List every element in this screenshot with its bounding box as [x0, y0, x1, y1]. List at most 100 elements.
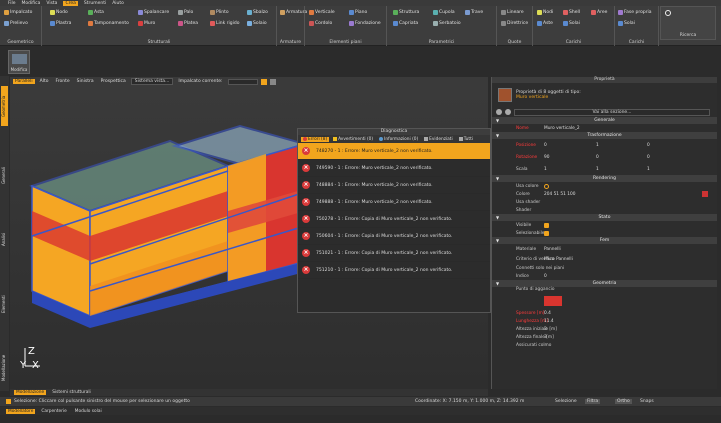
tab-analisi[interactable]: Analisi	[1, 232, 6, 246]
tab-all[interactable]: Tutti	[457, 137, 475, 142]
tab-carpenterie[interactable]: Carpenterie	[41, 408, 67, 414]
cupola-button[interactable]: Cupola	[433, 10, 455, 15]
tab-elementi[interactable]: Elementi	[1, 295, 6, 313]
snap-toggle-icon[interactable]	[260, 78, 267, 85]
section-geometria[interactable]: ▼ Geometria	[492, 280, 717, 287]
section-stato[interactable]: ▼ Stato	[492, 214, 717, 221]
view-sinistra[interactable]: Sinistra	[76, 79, 94, 84]
lineare-button[interactable]: Lineare	[501, 10, 524, 15]
filtra-button[interactable]: Filtra	[585, 399, 601, 404]
posizione-y[interactable]: 1	[596, 142, 599, 148]
scala-z[interactable]: 1	[647, 166, 650, 172]
diagnostic-row[interactable]: × 750278 - 1 : Errore: Copia di Muro vert…	[298, 211, 490, 228]
section-generale[interactable]: ▼ Generale	[492, 117, 717, 124]
scala-x[interactable]: 1	[544, 166, 547, 172]
posizione-x[interactable]: 0	[544, 142, 547, 148]
tab-highlighted[interactable]: Evidenziati	[422, 137, 455, 142]
color-swatch[interactable]	[702, 191, 708, 197]
view-paralleli[interactable]: Paralleli	[13, 79, 35, 84]
carichi-aree-button[interactable]: Aree	[591, 10, 607, 15]
menu-file[interactable]: File	[8, 0, 16, 6]
nome-value[interactable]: Muro verticale_2	[544, 125, 580, 131]
diagnostic-row[interactable]: × 750604 - 1 : Errore: Copia di Muro vert…	[298, 228, 490, 245]
tamponamento-button[interactable]: Tamponamento	[88, 21, 129, 26]
serbatoio-button[interactable]: Serbatoio	[433, 21, 461, 26]
tab-info[interactable]: Informazioni (0)	[377, 137, 420, 142]
tab-geometria[interactable]: Geometria	[1, 86, 8, 126]
struttura-button[interactable]: Struttura	[393, 10, 419, 15]
muro-button[interactable]: Muro	[138, 21, 155, 26]
capriata-button[interactable]: Capriata	[393, 21, 418, 26]
diagnostic-row[interactable]: × 748270 - 1 : Errore: Muro verticale_2 n…	[298, 143, 490, 160]
selezionabile-checkbox[interactable]	[544, 230, 549, 236]
visibile-checkbox[interactable]	[544, 222, 549, 228]
view-fronte[interactable]: Fronte	[55, 79, 70, 84]
fase-propria-button[interactable]: Fase propria	[618, 10, 652, 15]
system-view-combo[interactable]: Sistema vista...	[130, 78, 174, 85]
palo-button[interactable]: Palo	[178, 10, 193, 15]
usa-colore-radio[interactable]	[544, 183, 549, 189]
rotazione-x[interactable]: 90	[544, 154, 550, 160]
menu-modifica[interactable]: Modifica	[21, 0, 41, 6]
link-rigido-button[interactable]: Link rigido	[210, 21, 239, 26]
plinto-button[interactable]: Plinto	[210, 10, 229, 15]
scala-y[interactable]: 1	[596, 166, 599, 172]
collapse-icon[interactable]	[505, 109, 511, 115]
spalancare-button[interactable]: Spalancare	[138, 10, 169, 15]
section-rendering[interactable]: ▼ Rendering	[492, 175, 717, 182]
nodo-button[interactable]: Nodo	[50, 10, 68, 15]
tab-generali[interactable]: Generali	[1, 167, 6, 185]
altezza-iniziale-value[interactable]: 3	[544, 326, 547, 332]
menu-aiuto[interactable]: Aiuto	[112, 0, 124, 6]
piano-button[interactable]: Piano	[349, 10, 367, 15]
verticale-button[interactable]: Verticale	[309, 10, 335, 15]
armatura-button[interactable]: Armatura	[280, 10, 307, 15]
altezza-finale-value[interactable]: 3	[544, 334, 547, 340]
rotazione-y[interactable]: 0	[596, 154, 599, 160]
menu-strumenti[interactable]: Strumenti	[83, 0, 107, 6]
goto-section-combo[interactable]: Vai alla sezione...	[514, 108, 710, 116]
tool-icon[interactable]	[269, 78, 276, 85]
fondazione-button[interactable]: Fondazione	[349, 21, 381, 26]
tab-sistemi-strutturali[interactable]: Sistemi strutturali	[52, 390, 91, 395]
expand-icon[interactable]	[496, 109, 502, 115]
tab-warnings[interactable]: Avvertimenti (0)	[331, 137, 375, 142]
section-fem[interactable]: ▼ Fem	[492, 237, 717, 244]
section-trasformazione[interactable]: ▼ Trasformazione	[492, 132, 717, 139]
solaio-button[interactable]: Solaio	[247, 21, 267, 26]
tab-modulo-solai[interactable]: Modulo solai	[74, 408, 102, 414]
cordolo-button[interactable]: Cordolo	[309, 21, 332, 26]
sbalzo-button[interactable]: Sbalzo	[247, 10, 268, 15]
carichi-solai-button[interactable]: Solai	[563, 21, 580, 26]
asta-button[interactable]: Asta	[88, 10, 104, 15]
posizione-z[interactable]: 0	[647, 142, 650, 148]
solai-2-button[interactable]: Solai	[618, 21, 635, 26]
diagnostic-row[interactable]: × 748884 - 1 : Errore: Muro verticale_2 n…	[298, 177, 490, 194]
rotazione-z[interactable]: 0	[647, 154, 650, 160]
carichi-shell-button[interactable]: Shell	[563, 10, 580, 15]
tab-modellazione-view[interactable]: Modellazione	[14, 390, 47, 395]
ortho-button[interactable]: Ortho	[615, 399, 632, 404]
carichi-aste-button[interactable]: Aste	[537, 21, 553, 26]
tab-modellazione[interactable]: Modellazione	[1, 354, 6, 382]
menu-vista[interactable]: Vista	[46, 0, 58, 6]
modifica-button[interactable]: Modifica	[8, 50, 30, 74]
tab-modellatore[interactable]: Modellatore	[6, 408, 36, 414]
diagnostic-row[interactable]: × 749590 - 1 : Errore: Muro verticale_2 n…	[298, 160, 490, 177]
criterio-select[interactable]: Muro Pannelli	[544, 256, 573, 262]
view-alto[interactable]: Alto	[39, 79, 49, 84]
diagnostic-row[interactable]: × 751210 - 1 : Errore: Copia di Muro vert…	[298, 262, 490, 279]
impalcato-button[interactable]: Impalcato	[4, 10, 32, 15]
trave-button[interactable]: Trave	[465, 10, 483, 15]
search-box[interactable]: Ricerca	[660, 6, 716, 40]
colore-value[interactable]: 204 51 51 100	[544, 191, 576, 197]
lunghezza-value[interactable]: 11.4	[544, 318, 554, 324]
platea-button[interactable]: Platea	[178, 21, 198, 26]
impalcato-combo[interactable]	[227, 78, 258, 85]
materiale-select[interactable]: Pannelli	[544, 246, 561, 252]
view-prospettica[interactable]: Prospettica	[100, 79, 126, 84]
anchor-point-picker[interactable]	[544, 296, 562, 306]
tab-errors[interactable]: Errori (8)	[301, 136, 330, 142]
plastra-button[interactable]: Plastra	[50, 21, 71, 26]
spessore-value[interactable]: 0.4	[544, 310, 551, 316]
